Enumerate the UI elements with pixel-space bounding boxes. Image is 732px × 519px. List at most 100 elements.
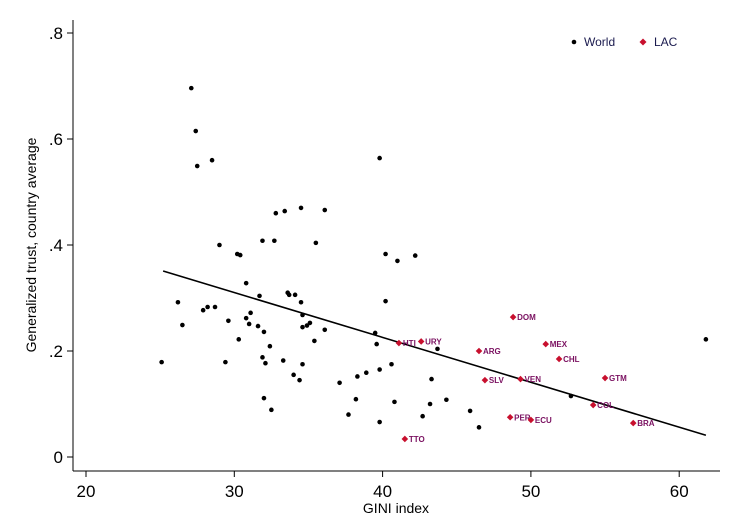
world-point bbox=[444, 397, 449, 403]
lac-point bbox=[401, 435, 409, 443]
lac-point-label: URY bbox=[425, 337, 442, 346]
lac-point bbox=[506, 413, 514, 421]
world-point bbox=[291, 372, 296, 378]
world-point bbox=[377, 367, 382, 372]
lac-point bbox=[527, 416, 535, 424]
world-point bbox=[217, 242, 222, 248]
lac-point-label: ECU bbox=[535, 416, 552, 425]
world-point bbox=[209, 157, 215, 163]
world-point bbox=[273, 210, 279, 216]
fit-line-group bbox=[162, 270, 707, 437]
lac-point bbox=[481, 376, 489, 384]
world-point bbox=[355, 374, 360, 379]
world-point bbox=[383, 251, 388, 257]
world-point bbox=[246, 321, 252, 327]
y-tick-label: .8 bbox=[49, 24, 63, 43]
lac-point-label: GTM bbox=[609, 374, 627, 383]
world-point bbox=[346, 412, 351, 417]
world-point bbox=[389, 361, 394, 367]
legend: World LAC bbox=[571, 35, 678, 49]
world-point bbox=[300, 324, 305, 330]
lac-point-label: COL bbox=[597, 401, 614, 410]
world-point bbox=[180, 322, 185, 328]
y-tick-label: .6 bbox=[49, 130, 63, 149]
world-point bbox=[322, 327, 328, 333]
world-point bbox=[236, 337, 242, 342]
world-point bbox=[298, 299, 304, 305]
world-point bbox=[237, 252, 243, 258]
world-point bbox=[280, 358, 286, 363]
lac-series: DOM HTI URY ARG MEX CHL SLV VEN GTM COL PER ECU BRA T… bbox=[395, 313, 655, 444]
world-point bbox=[363, 370, 369, 376]
lac-point bbox=[589, 401, 597, 409]
world-point bbox=[263, 360, 268, 366]
world-point bbox=[200, 307, 206, 313]
x-ticks: 20 30 40 50 60 bbox=[77, 471, 689, 501]
world-point bbox=[353, 396, 359, 402]
x-axis-label: GINI index bbox=[363, 500, 429, 516]
lac-point-label: TTO bbox=[409, 435, 425, 444]
lac-point-label: BRA bbox=[637, 419, 655, 428]
world-point bbox=[395, 258, 400, 264]
y-tick-label: 0 bbox=[54, 448, 63, 467]
legend-world-label: World bbox=[584, 35, 615, 49]
world-point bbox=[248, 310, 253, 316]
y-tick-label: .2 bbox=[49, 342, 63, 361]
world-point bbox=[282, 208, 288, 214]
world-point bbox=[255, 323, 261, 329]
lac-point bbox=[555, 355, 563, 363]
world-point bbox=[312, 338, 317, 344]
legend-lac-marker bbox=[639, 38, 647, 46]
world-point bbox=[297, 377, 302, 383]
world-point bbox=[260, 238, 265, 244]
x-tick-label: 40 bbox=[373, 482, 392, 501]
lac-point bbox=[417, 338, 425, 345]
x-tick-label: 30 bbox=[225, 482, 244, 501]
world-point bbox=[260, 355, 265, 360]
world-point bbox=[269, 407, 274, 413]
world-point bbox=[243, 315, 249, 321]
world-point bbox=[257, 293, 262, 299]
world-point bbox=[175, 299, 181, 305]
world-point bbox=[300, 361, 305, 367]
lac-point bbox=[475, 347, 483, 355]
world-point bbox=[420, 413, 425, 419]
world-point bbox=[374, 341, 379, 347]
world-point bbox=[435, 346, 440, 352]
legend-world-marker bbox=[571, 39, 577, 45]
lac-point bbox=[542, 340, 550, 348]
lac-point-label: SLV bbox=[489, 376, 505, 385]
world-point bbox=[298, 205, 304, 211]
world-point bbox=[205, 304, 210, 310]
world-point bbox=[392, 399, 397, 405]
y-axis-label: Generalized trust, country average bbox=[23, 137, 39, 352]
lac-point-label: CHL bbox=[563, 355, 580, 364]
lac-point bbox=[601, 374, 609, 382]
lac-point bbox=[517, 375, 524, 383]
world-point bbox=[272, 238, 277, 244]
world-point bbox=[292, 292, 298, 298]
fit-line bbox=[162, 270, 707, 437]
y-ticks: 0 .2 .4 .6 .8 bbox=[49, 24, 73, 467]
world-point bbox=[383, 298, 388, 304]
world-point bbox=[322, 207, 328, 213]
world-point bbox=[226, 318, 231, 324]
axes bbox=[72, 20, 720, 472]
world-point bbox=[476, 425, 482, 430]
world-point bbox=[212, 304, 218, 310]
lac-point bbox=[509, 313, 517, 321]
world-point bbox=[377, 419, 382, 425]
world-point bbox=[223, 359, 228, 365]
world-point bbox=[243, 280, 249, 286]
world-point bbox=[337, 380, 342, 386]
world-point bbox=[703, 337, 709, 342]
y-tick-label: .4 bbox=[49, 236, 63, 255]
legend-lac-label: LAC bbox=[654, 35, 678, 49]
world-point bbox=[159, 359, 164, 365]
world-point bbox=[193, 128, 199, 134]
lac-point-label: PER bbox=[514, 413, 531, 422]
world-point bbox=[429, 376, 434, 382]
lac-point-label: HTI bbox=[403, 339, 416, 348]
world-point bbox=[188, 85, 194, 91]
lac-point bbox=[629, 419, 637, 427]
